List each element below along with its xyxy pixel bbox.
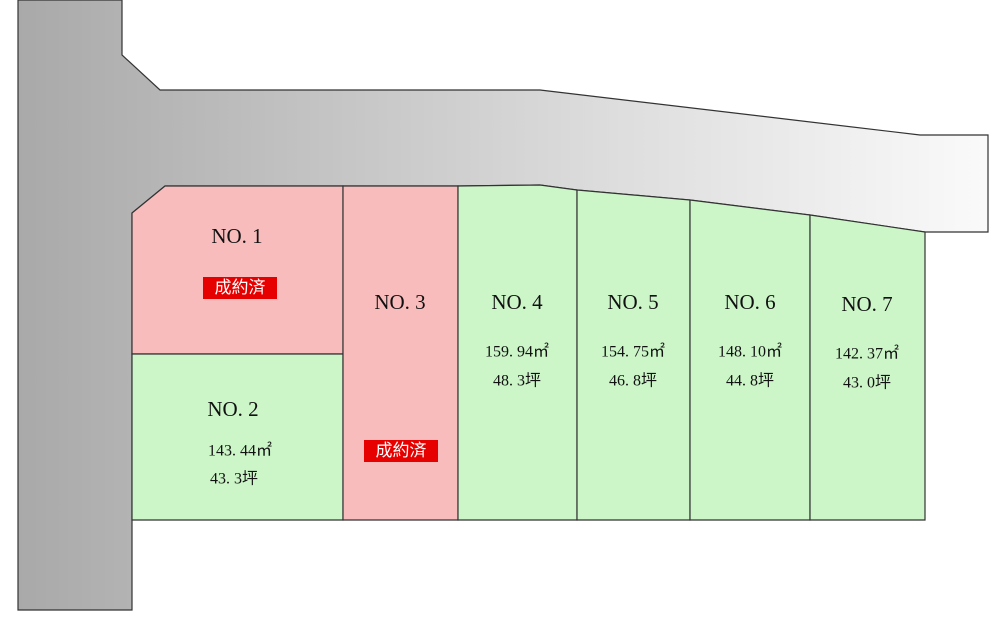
- lot-status: 成約済: [215, 278, 266, 297]
- lot-area: 143. 44㎡: [208, 442, 272, 460]
- lot-area: 154. 75㎡: [601, 343, 665, 361]
- lot: [131, 353, 344, 521]
- lot-tsubo: 43. 0坪: [843, 374, 891, 392]
- lot-area: 159. 94㎡: [485, 343, 549, 361]
- lot-label: NO. 1: [211, 224, 262, 248]
- status-badge: [203, 277, 277, 299]
- lot-tsubo: 44. 8坪: [726, 372, 774, 390]
- lot-area: 148. 10㎡: [718, 343, 782, 361]
- lot-label: NO. 6: [724, 290, 775, 314]
- lot-tsubo: 43. 3坪: [210, 470, 258, 488]
- lot: [342, 185, 459, 521]
- lot-label: NO. 4: [491, 290, 543, 314]
- lot-area: 142. 37㎡: [835, 345, 899, 363]
- lot-tsubo: 48. 3坪: [493, 372, 541, 390]
- lot-label: NO. 3: [374, 290, 425, 314]
- lot-label: NO. 2: [207, 397, 258, 421]
- lot-status: 成約済: [376, 441, 427, 460]
- lot: [131, 185, 344, 355]
- lot-tsubo: 46. 8坪: [609, 372, 657, 390]
- lot: [809, 214, 926, 521]
- lot-label: NO. 5: [607, 290, 658, 314]
- lot-label: NO. 7: [841, 292, 892, 316]
- status-badge: [364, 440, 438, 462]
